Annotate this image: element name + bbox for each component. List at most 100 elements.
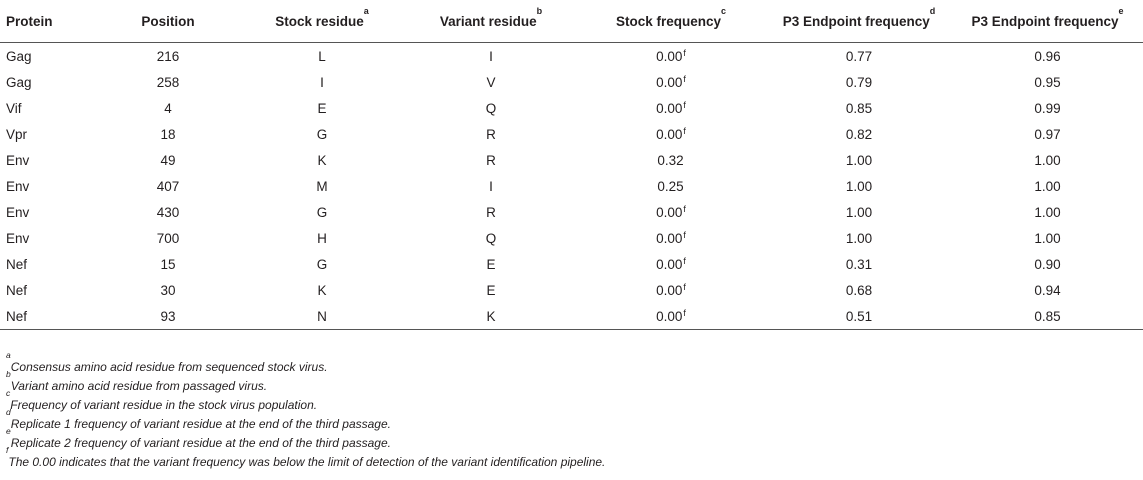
cell-position: 216 <box>156 48 180 64</box>
cell-protein: Nef <box>6 256 28 272</box>
cell-stock-residue: K <box>317 152 327 168</box>
table-row: Env 700 H Q 0.00f 1.00 1.00 <box>0 225 1143 251</box>
cell-p3-endpoint-frequency-rep1: 0.77 <box>845 48 873 64</box>
footnote-marker: f <box>683 47 686 58</box>
footnote: fThe 0.00 indicates that the variant fre… <box>6 445 606 469</box>
header-position: Position <box>98 0 238 43</box>
cell-p3-endpoint-frequency-rep1: 1.00 <box>845 230 873 246</box>
table-row: Gag 258 I V 0.00f 0.79 0.95 <box>0 69 1143 95</box>
cell-protein: Gag <box>6 74 32 90</box>
variant-table: Protein Position Stock residuea Variant … <box>0 0 1143 330</box>
table-row: Env 407 M I 0.25 1.00 1.00 <box>0 173 1143 199</box>
cell-p3-endpoint-frequency-rep1: 0.51 <box>766 303 952 330</box>
header-p3-endpoint-frequency-rep2: P3 Endpoint frequencye <box>952 0 1143 43</box>
table-header-row: Protein Position Stock residuea Variant … <box>0 0 1143 43</box>
cell-stock-residue: G <box>316 204 328 220</box>
cell-stock-frequency: 0.00f <box>656 47 686 64</box>
cell-position: 430 <box>156 204 180 220</box>
cell-p3-endpoint-frequency-rep1: 0.85 <box>845 100 873 116</box>
table-row: Env 49 K R 0.32 1.00 1.00 <box>0 147 1143 173</box>
cell-p3-endpoint-frequency-rep2: 0.97 <box>1034 126 1061 142</box>
cell-p3-endpoint-frequency-rep1: 0.31 <box>845 256 873 272</box>
cell-stock-residue: H <box>317 230 327 246</box>
cell-protein: Nef <box>6 282 28 298</box>
cell-position: 49 <box>160 152 176 168</box>
cell-protein: Nef <box>0 303 98 330</box>
cell-stock-residue: M <box>316 178 328 194</box>
cell-stock-frequency: 0.00f <box>656 99 686 116</box>
table-row: Gag 216 L I 0.00f 0.77 0.96 <box>0 43 1143 70</box>
table-row: Env 430 G R 0.00f 1.00 1.00 <box>0 199 1143 225</box>
cell-p3-endpoint-frequency-rep2: 1.00 <box>1034 152 1061 168</box>
cell-protein: Env <box>6 230 30 246</box>
cell-p3-endpoint-frequency-rep2: 0.99 <box>1034 100 1061 116</box>
footnote: cFrequency of variant residue in the sto… <box>6 388 318 412</box>
footnote: dReplicate 1 frequency of variant residu… <box>6 407 391 431</box>
table-row: Nef 15 G E 0.00f 0.31 0.90 <box>0 251 1143 277</box>
cell-p3-endpoint-frequency-rep2: 1.00 <box>1034 230 1061 246</box>
cell-stock-frequency: 0.00f <box>656 125 686 142</box>
cell-stock-residue: L <box>318 48 326 64</box>
cell-stock-residue: K <box>317 282 327 298</box>
cell-p3-endpoint-frequency-rep1: 0.82 <box>845 126 873 142</box>
cell-variant-residue: Q <box>485 100 497 116</box>
cell-variant-residue: R <box>486 152 496 168</box>
cell-stock-residue: N <box>238 303 406 330</box>
cell-stock-residue: G <box>316 126 328 142</box>
cell-position: 407 <box>156 178 180 194</box>
cell-variant-residue: R <box>486 204 496 220</box>
table-row: Vpr 18 G R 0.00f 0.82 0.97 <box>0 121 1143 147</box>
cell-p3-endpoint-frequency-rep2: 0.90 <box>1034 256 1061 272</box>
cell-stock-residue: I <box>320 74 324 90</box>
cell-protein: Env <box>6 204 30 220</box>
footnote: aConsensus amino acid residue from seque… <box>6 350 328 374</box>
cell-position: 18 <box>160 126 176 142</box>
footnote-marker: f <box>683 229 686 240</box>
cell-p3-endpoint-frequency-rep2: 0.95 <box>1034 74 1061 90</box>
cell-variant-residue: I <box>489 178 493 194</box>
cell-stock-residue: G <box>316 256 328 272</box>
cell-protein: Env <box>6 178 30 194</box>
cell-protein: Gag <box>6 48 32 64</box>
cell-p3-endpoint-frequency-rep2: 0.96 <box>1034 48 1061 64</box>
cell-stock-frequency: 0.00f <box>656 203 686 220</box>
cell-variant-residue: E <box>486 256 496 272</box>
cell-protein: Vpr <box>6 126 28 142</box>
footnote: eReplicate 2 frequency of variant residu… <box>6 426 391 450</box>
cell-position: 15 <box>160 256 176 272</box>
cell-p3-endpoint-frequency-rep1: 0.68 <box>845 282 873 298</box>
cell-position: 30 <box>160 282 176 298</box>
footnote-marker: f <box>683 307 686 318</box>
cell-variant-residue: I <box>489 48 493 64</box>
table-body: Gag 216 L I 0.00f 0.77 0.96 Gag 258 I V 0.00f 0.79 0.… <box>0 43 1143 330</box>
footnote-marker: f <box>683 281 686 292</box>
cell-variant-residue: V <box>486 74 496 90</box>
cell-variant-residue: R <box>486 126 496 142</box>
header-stock-residue: Stock residuea <box>238 0 406 43</box>
footnote-marker: f <box>683 99 686 110</box>
cell-variant-residue: K <box>406 303 576 330</box>
footnote: bVariant amino acid residue from passage… <box>6 369 268 393</box>
cell-stock-frequency: 0.32 <box>657 152 684 168</box>
table-row: Nef 30 K E 0.00f 0.68 0.94 <box>0 277 1143 303</box>
cell-stock-residue: E <box>317 100 327 116</box>
cell-p3-endpoint-frequency-rep2: 0.94 <box>1034 282 1061 298</box>
cell-p3-endpoint-frequency-rep1: 0.79 <box>845 74 873 90</box>
cell-p3-endpoint-frequency-rep1: 1.00 <box>845 204 873 220</box>
cell-position: 4 <box>164 100 172 116</box>
table-row: Vif 4 E Q 0.00f 0.85 0.99 <box>0 95 1143 121</box>
cell-variant-residue: Q <box>485 230 497 246</box>
cell-p3-endpoint-frequency-rep1: 1.00 <box>845 152 873 168</box>
cell-stock-frequency: 0.00f <box>656 73 686 90</box>
cell-stock-frequency: 0.25 <box>657 178 684 194</box>
cell-position: 700 <box>156 230 180 246</box>
footnote-marker: f <box>683 125 686 136</box>
footnotes: aConsensus amino acid residue from seque… <box>6 350 606 472</box>
cell-variant-residue: E <box>486 282 496 298</box>
table-row: Nef 93 N K 0.00f 0.51 0.85 <box>0 303 1143 330</box>
cell-p3-endpoint-frequency-rep2: 1.00 <box>1034 204 1061 220</box>
cell-protein: Vif <box>6 100 22 116</box>
footnote-marker: f <box>683 203 686 214</box>
cell-p3-endpoint-frequency-rep2: 1.00 <box>1034 178 1061 194</box>
cell-stock-frequency: 0.00f <box>656 229 686 246</box>
